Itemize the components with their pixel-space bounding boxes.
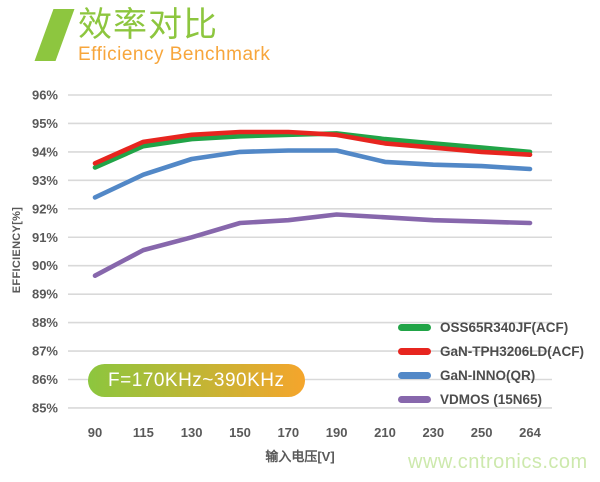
y-axis-title: EFFICIENCY[%] — [11, 207, 23, 293]
y-tick-label: 89% — [32, 287, 58, 302]
legend-label: GaN-INNO(QR) — [440, 367, 536, 383]
legend-label: OSS65R340JF(ACF) — [440, 319, 569, 335]
chart-legend: OSS65R340JF(ACF) GaN-TPH3206LD(ACF) GaN-IN… — [398, 315, 584, 411]
watermark-text: www.cntronics.com — [408, 451, 588, 473]
header-titles: 效率对比 Efficiency Benchmark — [78, 6, 270, 66]
y-tick-label: 88% — [32, 315, 58, 330]
legend-swatch-icon — [398, 395, 431, 403]
y-tick-label: 91% — [32, 230, 58, 245]
page-title: 效率对比 — [78, 6, 218, 44]
y-tick-label: 85% — [32, 400, 58, 415]
y-tick-label: 92% — [32, 201, 58, 216]
x-axis-title: 输入电压[V] — [265, 449, 334, 464]
legend-row: GaN-INNO(QR) — [398, 363, 584, 387]
y-tick-label: 95% — [32, 116, 58, 131]
header-slash-icon — [34, 9, 75, 61]
x-tick-label: 230 — [422, 425, 444, 440]
x-tick-label: 115 — [133, 425, 154, 440]
efficiency-line-chart: 96% 95% 94% 93% 92% 91% 90% 89% 88% 87% 86% 85% EFFI… — [11, 88, 552, 464]
legend-row: GaN-TPH3206LD(ACF) — [398, 339, 584, 363]
series-line-GaN-TPH3206LD(ACF) — [92, 129, 533, 166]
y-tick-label: 94% — [32, 144, 58, 159]
y-tick-label: 93% — [32, 173, 58, 188]
legend-swatch-icon — [398, 347, 431, 355]
y-tick-label: 96% — [32, 88, 58, 103]
x-tick-label: 150 — [229, 425, 251, 440]
x-tick-label: 130 — [181, 425, 203, 440]
x-tick-label: 170 — [277, 425, 299, 440]
legend-row: OSS65R340JF(ACF) — [398, 315, 584, 339]
legend-swatch-icon — [398, 371, 431, 379]
page-subtitle: Efficiency Benchmark — [78, 44, 271, 65]
legend-row: VDMOS (15N65) — [398, 387, 584, 411]
legend-swatch-icon — [398, 323, 431, 331]
series-line-VDMOS (15N65) — [92, 212, 533, 278]
y-tick-label: 87% — [32, 344, 58, 359]
x-tick-label: 190 — [326, 425, 348, 440]
frequency-range-badge: F=170KHz~390KHz — [88, 364, 305, 397]
y-tick-label: 86% — [32, 372, 58, 387]
x-tick-label: 90 — [88, 425, 102, 440]
legend-label: VDMOS (15N65) — [440, 391, 543, 407]
x-tick-label: 210 — [374, 425, 396, 440]
x-tick-label: 264 — [519, 425, 541, 440]
series-line-GaN-INNO(QR) — [92, 148, 533, 200]
x-tick-label: 250 — [471, 425, 493, 440]
legend-label: GaN-TPH3206LD(ACF) — [440, 343, 585, 359]
page-header: 效率对比 Efficiency Benchmark — [0, 0, 600, 78]
y-tick-label: 90% — [32, 258, 58, 273]
